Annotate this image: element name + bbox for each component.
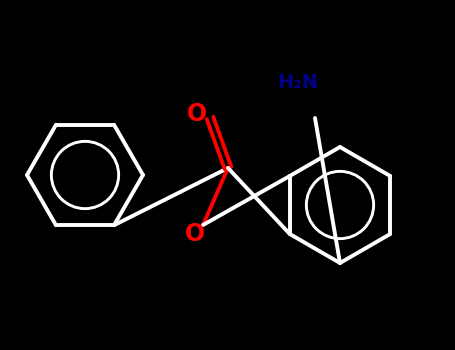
Text: O: O xyxy=(187,102,207,126)
Text: H₂N: H₂N xyxy=(278,72,318,91)
Text: O: O xyxy=(185,222,205,246)
